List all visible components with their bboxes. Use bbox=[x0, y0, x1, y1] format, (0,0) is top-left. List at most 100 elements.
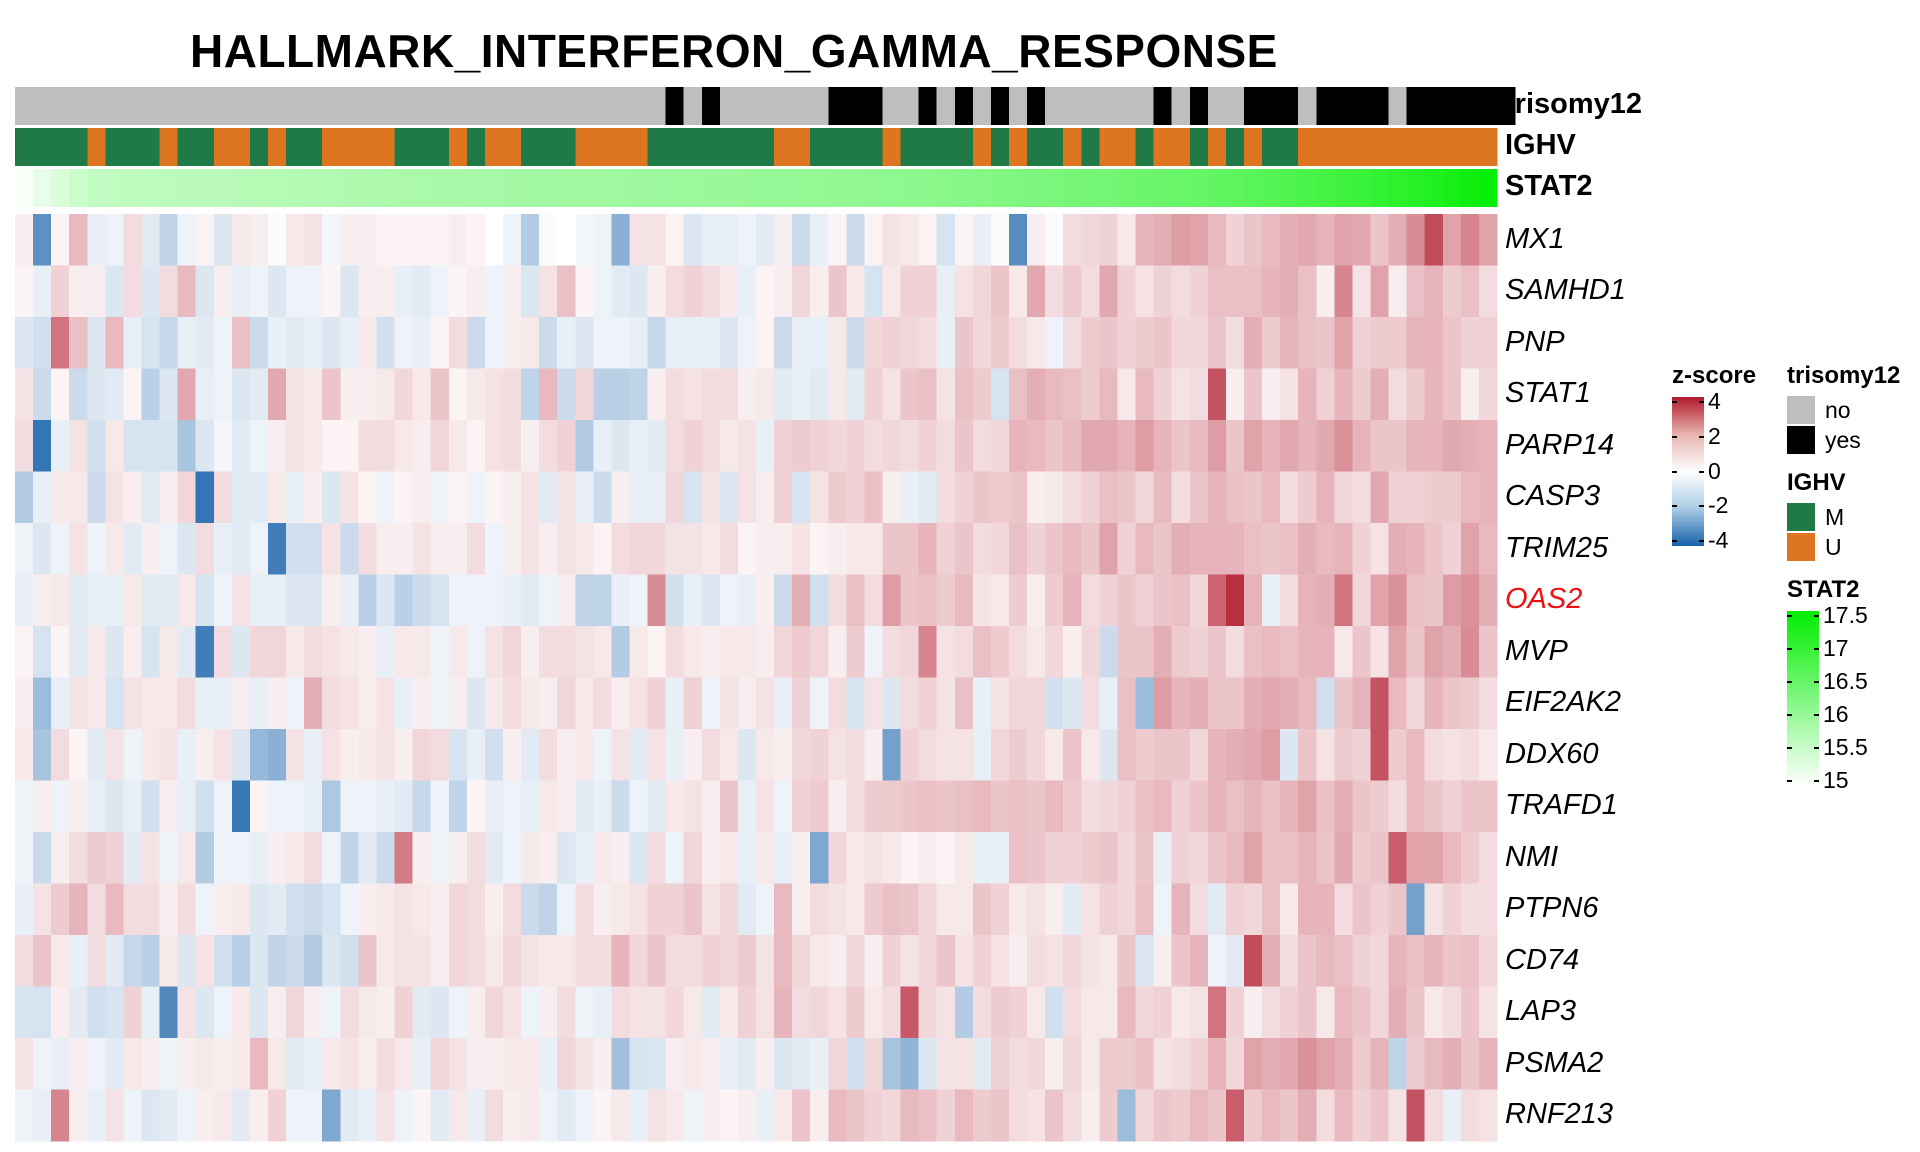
heatmap-cell bbox=[828, 832, 847, 885]
heatmap-cell bbox=[683, 883, 703, 936]
heatmap-cell bbox=[719, 1089, 739, 1142]
heatmap-cell bbox=[69, 935, 88, 988]
heatmap-cell bbox=[1262, 471, 1281, 524]
heatmap-cell bbox=[1009, 574, 1028, 627]
heatmap-cell bbox=[719, 935, 739, 988]
ighv-legend-title: IGHV bbox=[1787, 469, 1846, 496]
heatmap-cell bbox=[918, 1038, 938, 1091]
heatmap-cell bbox=[484, 935, 504, 988]
heatmap-cell bbox=[521, 729, 540, 782]
heatmap-cell bbox=[1153, 214, 1173, 267]
heatmap-cell bbox=[1316, 935, 1335, 988]
heatmap-cell bbox=[629, 677, 649, 730]
heatmap-cell bbox=[882, 935, 902, 988]
heatmap-cell bbox=[394, 677, 414, 730]
heatmap-cell bbox=[430, 883, 450, 936]
stat2-legend-title: STAT2 bbox=[1787, 576, 1860, 603]
heatmap-cell bbox=[629, 420, 649, 473]
heatmap-cell bbox=[195, 420, 215, 473]
heatmap-cell bbox=[557, 1089, 576, 1142]
heatmap-cell bbox=[936, 265, 956, 318]
ighv-u-swatch bbox=[1787, 533, 1815, 561]
heatmap-cell bbox=[87, 1089, 106, 1142]
trisomy12-legend-title: trisomy12 bbox=[1787, 362, 1901, 389]
heatmap-cell bbox=[123, 1089, 143, 1142]
heatmap-cell bbox=[864, 832, 884, 885]
ighv-cell-M bbox=[1027, 128, 1064, 166]
heatmap-cell bbox=[1334, 1038, 1354, 1091]
heatmap-cell bbox=[665, 265, 685, 318]
heatmap-cell bbox=[322, 1089, 341, 1142]
heatmap-cell bbox=[1406, 420, 1426, 473]
heatmap-cell bbox=[593, 986, 613, 1039]
heatmap-cell bbox=[629, 883, 649, 936]
ighv-cell-M bbox=[105, 128, 161, 166]
heatmap-cell bbox=[1316, 1038, 1335, 1091]
heatmap-cell bbox=[195, 729, 215, 782]
heatmap-cell bbox=[412, 986, 432, 1039]
heatmap-cell bbox=[1153, 1089, 1173, 1142]
heatmap-cell bbox=[1099, 523, 1119, 576]
heatmap-cell bbox=[1442, 626, 1462, 679]
heatmap-cell bbox=[51, 214, 70, 267]
heatmap-cell bbox=[719, 317, 739, 370]
stat2-cell bbox=[1406, 169, 1426, 207]
heatmap-cell bbox=[412, 883, 432, 936]
stat2-cell bbox=[810, 169, 829, 207]
heatmap-cell bbox=[539, 265, 558, 318]
heatmap-cell bbox=[177, 677, 197, 730]
heatmap-cell bbox=[900, 574, 920, 627]
heatmap-cell bbox=[1171, 677, 1191, 730]
heatmap-cell bbox=[304, 214, 323, 267]
heatmap-cell bbox=[1334, 729, 1354, 782]
heatmap-cell bbox=[1424, 883, 1444, 936]
heatmap-cell bbox=[900, 883, 920, 936]
stat2-cell bbox=[1225, 169, 1245, 207]
heatmap-cell bbox=[1243, 1038, 1263, 1091]
heatmap-cell bbox=[1045, 471, 1064, 524]
heatmap-cell bbox=[1298, 780, 1317, 833]
heatmap-cell bbox=[1081, 523, 1100, 576]
heatmap-cell bbox=[1045, 626, 1064, 679]
stat2-cell bbox=[502, 169, 522, 207]
heatmap-cell bbox=[105, 1038, 125, 1091]
heatmap-cell bbox=[575, 265, 594, 318]
heatmap-cell bbox=[268, 368, 287, 421]
heatmap-cell bbox=[358, 1089, 378, 1142]
heatmap-cell bbox=[1207, 368, 1227, 421]
heatmap-cell bbox=[1406, 780, 1426, 833]
heatmap-cell bbox=[105, 368, 125, 421]
stat2-cell bbox=[1298, 169, 1317, 207]
heatmap-cell bbox=[213, 986, 233, 1039]
stat2-cell bbox=[990, 169, 1010, 207]
heatmap-cell bbox=[701, 214, 721, 267]
heatmap-cell bbox=[1460, 317, 1480, 370]
heatmap-cell bbox=[1334, 626, 1354, 679]
heatmap-cell bbox=[1442, 471, 1462, 524]
heatmap-cell bbox=[340, 986, 359, 1039]
heatmap-cell bbox=[647, 574, 667, 627]
heatmap-cell bbox=[972, 832, 992, 885]
ighv-cell-U bbox=[322, 128, 396, 166]
heatmap-cell bbox=[141, 780, 161, 833]
gene-label: SAMHD1 bbox=[1505, 274, 1626, 307]
heatmap-cell bbox=[286, 420, 305, 473]
heatmap-cell bbox=[756, 677, 775, 730]
stat2-tick-mark bbox=[1787, 615, 1792, 617]
heatmap-cell bbox=[1352, 935, 1372, 988]
stat2-cell bbox=[701, 169, 721, 207]
heatmap-cell bbox=[1262, 883, 1281, 936]
heatmap-cell bbox=[701, 1038, 721, 1091]
heatmap-cell bbox=[864, 368, 884, 421]
heatmap-cell bbox=[268, 471, 287, 524]
heatmap-cell bbox=[1117, 1038, 1137, 1091]
heatmap-cell bbox=[882, 265, 902, 318]
heatmap-cell bbox=[1424, 626, 1444, 679]
stat2-cell bbox=[1388, 169, 1408, 207]
heatmap-cell bbox=[1171, 1089, 1191, 1142]
heatmap-cell bbox=[1171, 1038, 1191, 1091]
heatmap-cell bbox=[1352, 883, 1372, 936]
heatmap-cell bbox=[1442, 883, 1462, 936]
heatmap-cell bbox=[69, 523, 88, 576]
gene-label: PNP bbox=[1505, 325, 1565, 358]
